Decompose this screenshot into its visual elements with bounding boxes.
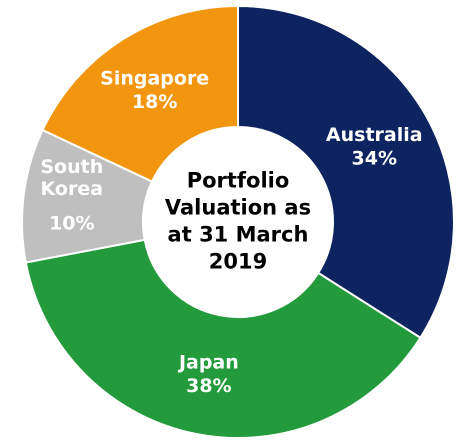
donut-slice — [24, 238, 422, 439]
slice-value-label: 34% — [352, 148, 397, 170]
donut-slice — [41, 4, 239, 183]
slice-label: South Korea — [40, 156, 103, 200]
donut-slice — [237, 4, 455, 340]
slice-label: Japan — [177, 351, 239, 373]
slice-label: Singapore — [100, 67, 209, 89]
slice-value-label: 18% — [132, 91, 177, 113]
slice-label: Australia — [326, 124, 423, 146]
slice-value-label: 10% — [49, 213, 94, 235]
chart-title: Portfolio Valuation as at 31 March 2019 — [165, 169, 311, 274]
slice-value-label: 38% — [186, 375, 231, 397]
